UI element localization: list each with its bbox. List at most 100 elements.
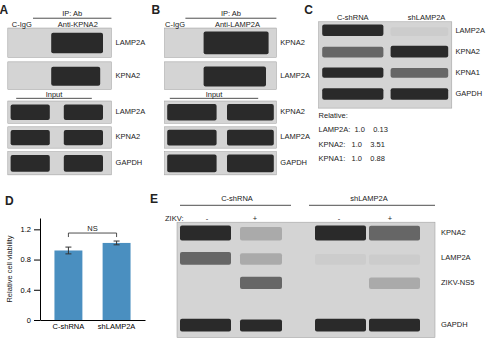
x-tick-label: shLAMP2A — [98, 322, 136, 331]
annotation: NS — [87, 224, 97, 233]
blot-box — [165, 101, 277, 123]
annotation: LAMP2A — [116, 107, 146, 116]
error-cap — [114, 244, 120, 245]
annotation: GAPDH — [441, 320, 468, 329]
blot-band — [180, 252, 231, 265]
annotation: LAMP2A — [280, 71, 310, 80]
annotation: C-IgG — [165, 20, 185, 29]
figure: A IP: Ab C-IgG Anti-KPNA2 LAMP2A KPNA2 Input LA… — [0, 0, 500, 355]
blot-box — [177, 222, 435, 337]
panel-letter: B — [152, 3, 161, 17]
error-bar — [114, 241, 120, 245]
ns-bracket — [68, 233, 116, 237]
panel-letter: E — [150, 192, 158, 206]
annotation: LAMP2A — [441, 253, 471, 262]
blot-box — [8, 127, 112, 148]
annotation: IP: Ab — [221, 9, 241, 18]
y-tick-mark — [34, 229, 40, 230]
error-stem — [68, 247, 69, 254]
blot-band — [64, 155, 103, 172]
blot-band — [204, 66, 266, 86]
annotation: LAMP2A — [280, 132, 310, 141]
y-tick: 0 — [27, 316, 40, 325]
blot-band — [204, 32, 269, 55]
blot-band — [391, 88, 449, 100]
annotation: LAMP2A: 1.0 0.13 — [319, 125, 388, 134]
error-cap — [65, 253, 71, 254]
blot-band — [322, 88, 383, 100]
annotation: IP: Ab — [62, 9, 82, 18]
blot-band — [11, 130, 50, 145]
y-tick: 0.4 — [21, 286, 40, 295]
blot-box — [165, 152, 277, 175]
y-tick-mark — [34, 290, 40, 291]
blot-band — [322, 47, 383, 58]
y-axis-line — [40, 219, 41, 321]
panel-letter: A — [0, 3, 8, 17]
blot-box — [165, 28, 277, 57]
blot-band — [227, 154, 274, 172]
annotation: + — [388, 214, 393, 223]
error-bar — [65, 247, 71, 254]
blot-band — [369, 278, 420, 289]
annotation: KPNA2 — [280, 107, 305, 116]
blot-box — [8, 28, 112, 57]
annotation: KPNA2 — [280, 38, 305, 47]
panel-c: CC-shRNAshLAMP2ALAMP2AKPNA2KPNA1GAPDHRel… — [304, 3, 485, 163]
annotation: C-IgG — [12, 20, 32, 29]
x-axis-line — [41, 320, 146, 321]
error-stem — [116, 241, 117, 245]
annotation: Anti-KPNA2 — [58, 20, 98, 29]
blot-band — [240, 319, 282, 331]
blot-band — [322, 24, 383, 36]
annotation: ZIKV: — [165, 214, 183, 223]
blot-band — [315, 319, 366, 332]
blot-band — [11, 104, 50, 120]
x-axis: C-shRNA shLAMP2A — [41, 320, 146, 331]
blot-band — [369, 226, 420, 241]
blot-band — [11, 155, 50, 172]
annotation: Input — [46, 90, 64, 99]
blot-band — [227, 104, 274, 120]
blot-box — [165, 127, 277, 148]
blot-band — [180, 319, 231, 332]
y-tick-label: 1.2 — [21, 225, 31, 234]
blot-band — [391, 68, 449, 78]
x-tick: shLAMP2A — [98, 320, 136, 331]
y-tick: 1.2 — [21, 225, 40, 234]
blot-band — [391, 27, 449, 36]
annotation: Relative: — [319, 111, 348, 120]
blot-band — [167, 104, 216, 120]
bar — [103, 243, 131, 320]
error-cap — [65, 247, 71, 248]
blot-band — [240, 277, 282, 289]
panel-b: BIP: AbC-IgGAnti-LAMP2AKPNA2LAMP2AInputK… — [152, 3, 310, 175]
blot-band — [240, 227, 282, 241]
blot-band — [315, 226, 366, 241]
blot-band — [369, 319, 420, 332]
blot-band — [180, 226, 231, 241]
y-tick-mark — [34, 320, 40, 321]
annotation: C-shRNA — [337, 13, 369, 22]
annotation: shLAMP2A — [408, 13, 446, 22]
annotation: GAPDH — [455, 89, 482, 98]
bar — [54, 250, 82, 320]
panel-a: AIP: AbC-IgGAnti-KPNA2LAMP2AKPNA2InputLA… — [0, 3, 145, 175]
bracket — [309, 205, 435, 206]
panel-e: EC-shRNAshLAMP2AZIKV:-+-+KPNA2LAMP2AZIKV… — [150, 192, 474, 337]
blot-box — [8, 152, 112, 175]
annotation: - — [206, 214, 209, 223]
blot-band — [322, 68, 383, 78]
y-tick-label: 0.4 — [21, 286, 31, 295]
blot-box — [8, 62, 112, 90]
annotation: + — [253, 214, 258, 223]
annotation: GAPDH — [116, 158, 143, 167]
blot-band — [167, 154, 216, 172]
x-tick: C-shRNA — [53, 320, 85, 331]
annotation: KPNA2 — [116, 132, 141, 141]
annotation: KPNA2 — [116, 71, 141, 80]
annotation: KPNA2 — [441, 228, 466, 237]
blot-band — [51, 33, 103, 53]
y-axis-title: Relative cell viability — [5, 235, 14, 302]
annotation: - — [338, 214, 341, 223]
